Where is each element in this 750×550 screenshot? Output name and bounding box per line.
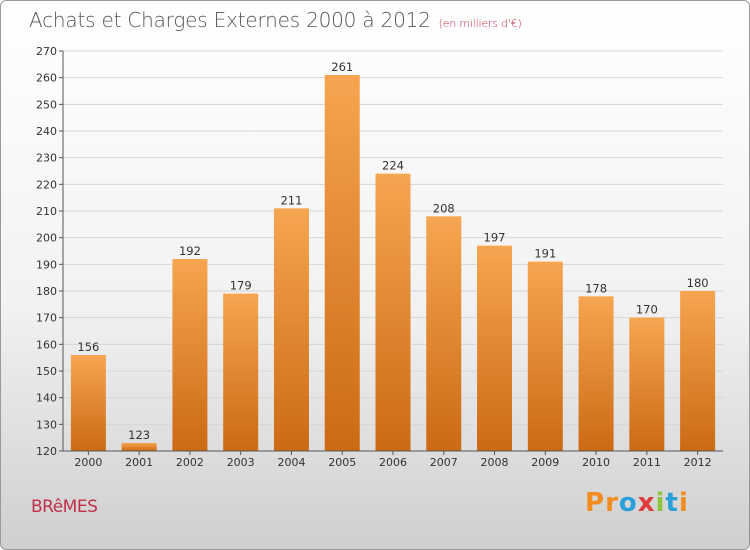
x-tick-label: 2012: [684, 456, 712, 469]
y-tick-label: 250: [36, 98, 57, 111]
y-tick-label: 120: [36, 445, 57, 458]
x-tick-label: 2002: [176, 456, 204, 469]
x-tick-label: 2001: [125, 456, 153, 469]
data-label-2009: 191: [534, 247, 556, 261]
bar-2007[interactable]: [426, 216, 462, 451]
data-label-2008: 197: [484, 231, 506, 245]
logo-letter: o: [618, 488, 638, 518]
bars: 156 123 192 179 211 261 224 208 197 191 178 170 180: [70, 60, 716, 451]
x-tick-label: 2006: [379, 456, 407, 469]
bar-2004[interactable]: [273, 208, 309, 451]
x-tick-label: 2008: [481, 456, 509, 469]
x-tick-label: 2010: [582, 456, 610, 469]
chart-subtitle: (en milliers d'€): [438, 17, 522, 30]
data-label-2000: 156: [77, 340, 99, 354]
commune-name: BRêMES: [31, 497, 98, 517]
data-label-2003: 179: [230, 279, 252, 293]
y-tick-label: 170: [36, 312, 57, 325]
data-label-2012: 180: [687, 276, 709, 290]
data-label-2007: 208: [433, 201, 455, 215]
x-tick-label: 2004: [277, 456, 305, 469]
data-label-2006: 224: [382, 159, 404, 173]
bar-2009[interactable]: [527, 261, 563, 451]
x-tick-label: 2007: [430, 456, 458, 469]
x-tick-label: 2000: [74, 456, 102, 469]
axes: 120 130 140 150 160 170 180 190 200 210 220 230 240 2…: [36, 45, 723, 469]
logo-letter: r: [605, 488, 619, 518]
y-tick-label: 190: [36, 258, 57, 271]
data-label-2002: 192: [179, 244, 201, 258]
data-label-2004: 211: [280, 193, 302, 207]
y-tick-label: 230: [36, 152, 57, 165]
bar-2002[interactable]: [172, 259, 208, 451]
bar-2006[interactable]: [375, 173, 411, 451]
logo-letter: x: [637, 488, 656, 518]
y-tick-label: 210: [36, 205, 57, 218]
x-tick-label: 2011: [633, 456, 661, 469]
data-label-2001: 123: [128, 428, 150, 442]
proxiti-logo[interactable]: Proxiti: [585, 488, 689, 518]
bar-2011[interactable]: [629, 317, 665, 451]
y-tick-label: 240: [36, 125, 57, 138]
y-tick-label: 260: [36, 72, 57, 85]
bar-2012[interactable]: [680, 291, 716, 451]
y-tick-label: 180: [36, 285, 57, 298]
logo-letter: i: [678, 488, 689, 518]
logo-letter: t: [665, 488, 679, 518]
data-label-2011: 170: [636, 303, 658, 317]
bar-2005[interactable]: [324, 75, 360, 451]
chart-title: Achats et Charges Externes 2000 à 2012 (e…: [29, 8, 522, 32]
y-tick-label: 200: [36, 232, 57, 245]
y-tick-label: 140: [36, 392, 57, 405]
data-label-2005: 261: [331, 60, 353, 74]
bar-2010[interactable]: [578, 296, 614, 451]
logo-letter: P: [585, 488, 606, 518]
bar-2008[interactable]: [477, 245, 513, 451]
bar-2001[interactable]: [121, 443, 157, 451]
logo-letter: i: [655, 488, 666, 518]
y-tick-label: 270: [36, 45, 57, 58]
bar-2003[interactable]: [223, 293, 259, 451]
x-tick-label: 2005: [328, 456, 356, 469]
y-tick-label: 150: [36, 365, 57, 378]
bar-2000[interactable]: [70, 355, 106, 451]
y-tick-label: 130: [36, 418, 57, 431]
y-tick-label: 160: [36, 338, 57, 351]
data-label-2010: 178: [585, 281, 607, 295]
y-tick-label: 220: [36, 178, 57, 191]
x-tick-label: 2009: [531, 456, 559, 469]
x-tick-label: 2003: [227, 456, 255, 469]
